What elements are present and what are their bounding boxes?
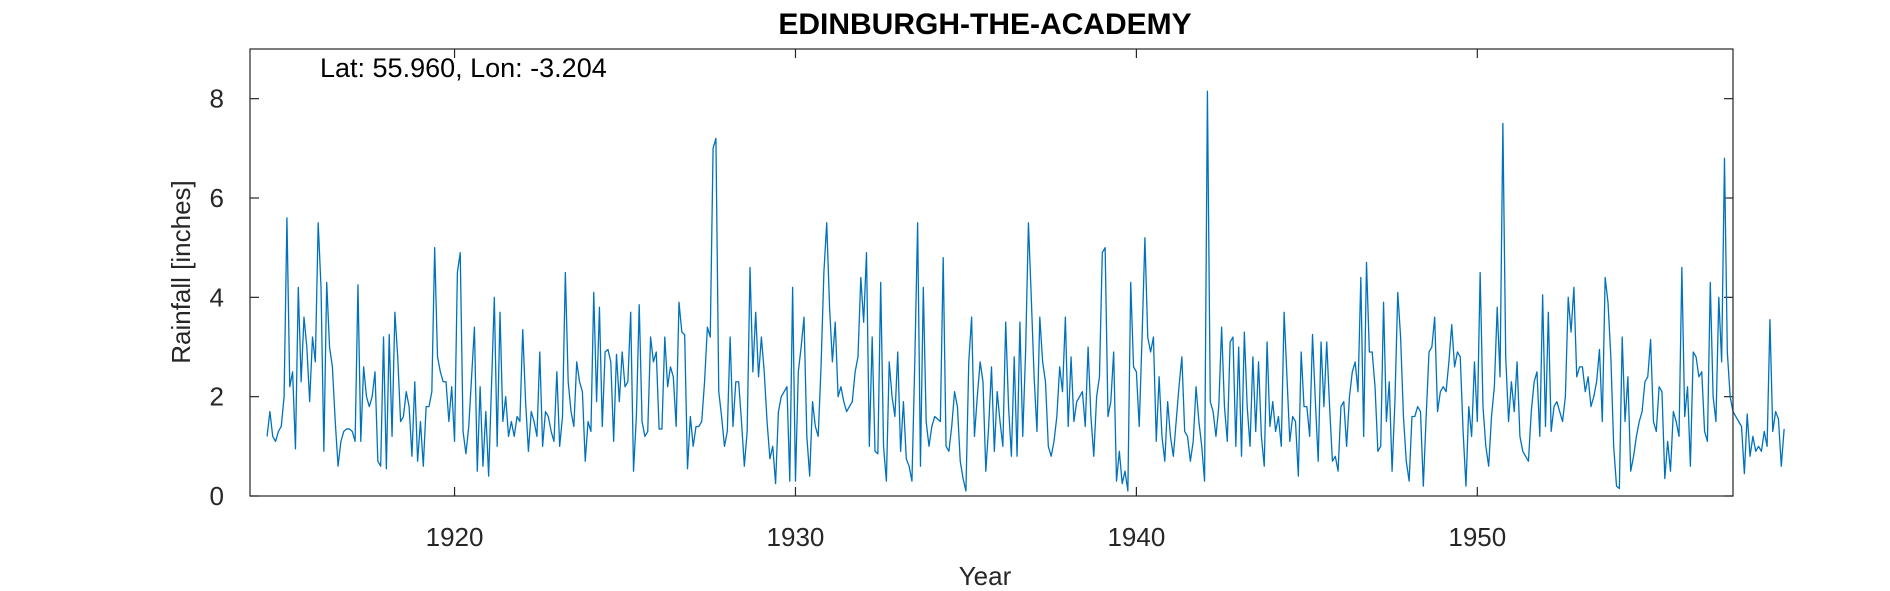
- y-tick-label: 0: [210, 481, 224, 511]
- axis-ticks: [250, 49, 1733, 497]
- location-annotation: Lat: 55.960, Lon: -3.204: [320, 53, 607, 83]
- rainfall-series-line: [266, 90, 1785, 492]
- x-tick-label: 1930: [767, 522, 825, 552]
- y-tick-label: 8: [210, 84, 224, 114]
- y-tick-label: 6: [210, 183, 224, 213]
- y-axis-label: Rainfall [inches]: [166, 180, 196, 364]
- y-tick-label: 4: [210, 282, 224, 312]
- plot-area-frame: [249, 48, 1734, 497]
- x-tick-label: 1940: [1107, 522, 1165, 552]
- axis-tick-labels: 1920 1930 1940 1950 0 2 4 6 8: [210, 84, 1507, 552]
- chart-title: EDINBURGH-THE-ACADEMY: [778, 8, 1191, 41]
- x-tick-label: 1920: [426, 522, 484, 552]
- x-axis-label: Year: [959, 561, 1012, 591]
- y-tick-label: 2: [210, 382, 224, 412]
- x-tick-label: 1950: [1448, 522, 1506, 552]
